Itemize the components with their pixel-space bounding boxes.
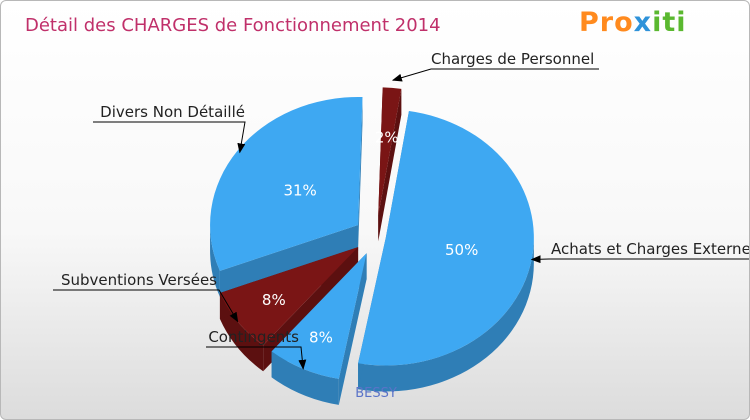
category-label: Divers Non Détaillé [100, 103, 245, 121]
pct-label: 8% [309, 328, 333, 346]
category-label: Subventions Versées [61, 271, 217, 289]
pie-slice-charges-de-personnel [378, 87, 402, 242]
pct-label: 31% [283, 181, 316, 199]
pct-label: 8% [262, 291, 286, 309]
leader-line [391, 68, 599, 82]
pie-slice-achats-et-charges-externes [358, 111, 534, 392]
leader-line [53, 289, 239, 323]
category-label: Achats et Charges Externes [551, 240, 750, 258]
pct-label: 2% [375, 128, 399, 146]
pie-slice-divers-non-d-taill- [210, 96, 363, 297]
leader-line [93, 121, 246, 154]
leader-line [206, 346, 307, 370]
category-label: Charges de Personnel [431, 50, 594, 68]
chart-caption: BESSY [355, 386, 397, 401]
proxiti-logo: Proxiti [579, 7, 687, 38]
chart-title: Détail des CHARGES de Fonctionnement 201… [25, 15, 441, 36]
pct-label: 50% [445, 241, 478, 259]
category-label: Contingents [208, 328, 299, 346]
